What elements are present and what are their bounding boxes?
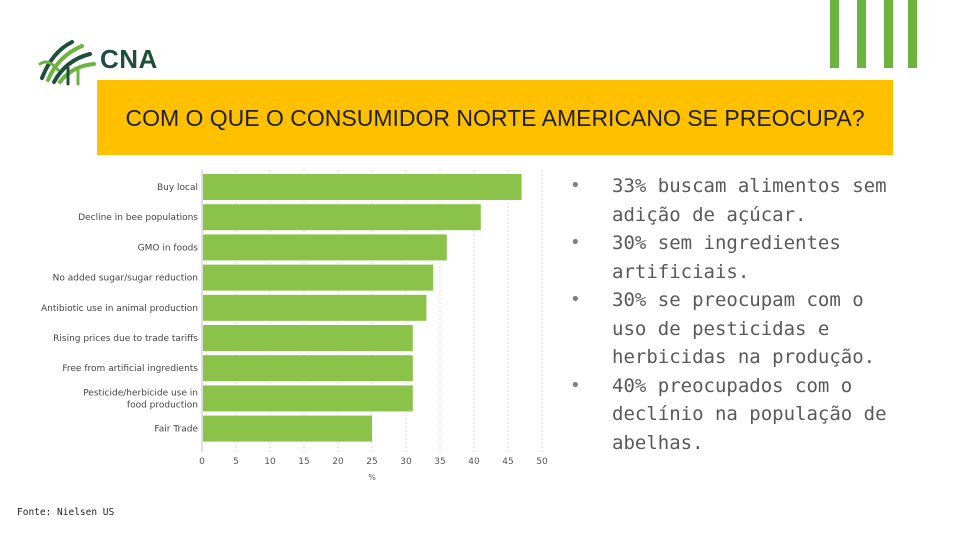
category-label: Buy local (157, 183, 198, 193)
category-label: Pesticide/herbicide use in (83, 388, 198, 398)
bullet-dot-icon: • (570, 232, 581, 253)
category-label: Decline in bee populations (78, 213, 198, 223)
x-tick-label: 50 (536, 457, 548, 467)
x-tick-label: 35 (434, 457, 445, 467)
bar (203, 325, 413, 351)
category-label: Antibiotic use in animal production (41, 304, 198, 314)
bar-chart: 0 5 10 15 20 25 30 35 40 45 50% Buy local Decline in… (41, 170, 548, 482)
category-label: No added sugar/sugar reduction (53, 274, 198, 284)
bar (203, 234, 447, 261)
category-label: Fair Trade (154, 425, 198, 435)
x-tick-label: 15 (298, 457, 309, 467)
bar (203, 174, 522, 200)
source-note: Fonte: Nielsen US (17, 507, 115, 518)
bullet-item: • 40% preocupados com o declínio na popu… (570, 372, 900, 458)
bullet-text: 30% sem ingredientes artificiais. (612, 232, 841, 283)
bullet-item: • 30% se preocupam com o uso de pesticid… (570, 286, 900, 372)
bullet-text: 40% preocupados com o declínio na popula… (612, 374, 887, 454)
bar (203, 355, 413, 382)
category-label: GMO in foods (138, 243, 199, 253)
slide-title: COM O QUE O CONSUMIDOR NORTE AMERICANO S… (125, 104, 865, 131)
x-tick-label: 10 (264, 457, 276, 467)
bullet-dot-icon: • (570, 374, 581, 396)
bullet-dot-icon: • (570, 175, 581, 196)
category-label: Free from artificial ingredients (62, 364, 198, 374)
title-band: COM O QUE O CONSUMIDOR NORTE AMERICANO S… (97, 80, 893, 155)
bullet-item: • 30% sem ingredientes artificiais. (570, 229, 900, 286)
decorative-bar (830, 0, 839, 68)
decorative-bar (908, 0, 917, 68)
bullet-item: • 33% buscam alimentos sem adição de açú… (570, 172, 900, 229)
bar (203, 385, 413, 412)
bar (203, 415, 372, 442)
bullet-text: 30% se preocupam com o uso de pesticidas… (612, 289, 876, 368)
x-tick-label: 45 (502, 457, 513, 467)
bullet-list: • 33% buscam alimentos sem adição de açú… (570, 172, 900, 457)
x-tick-label: 30 (400, 457, 412, 467)
bar (203, 294, 427, 321)
decorative-bars (830, 0, 922, 68)
bullet-dot-icon: • (570, 289, 581, 310)
decorative-bar (884, 0, 893, 68)
logo-text: CNA (100, 44, 158, 74)
x-axis-label: % (368, 473, 376, 482)
x-tick-label: 20 (332, 457, 344, 467)
decorative-bar (857, 0, 866, 68)
bullet-text: 33% buscam alimentos sem adição de açúca… (612, 175, 887, 226)
x-tick-label: 40 (468, 457, 480, 467)
cna-logo-icon (38, 40, 96, 86)
x-tick-label: 5 (233, 457, 239, 467)
x-tick-label: 25 (366, 457, 377, 467)
category-label: Rising prices due to trade tariffs (53, 334, 198, 344)
bar (203, 204, 481, 231)
bar (203, 264, 434, 291)
x-tick-label: 0 (199, 457, 205, 467)
category-label: food production (127, 400, 198, 410)
